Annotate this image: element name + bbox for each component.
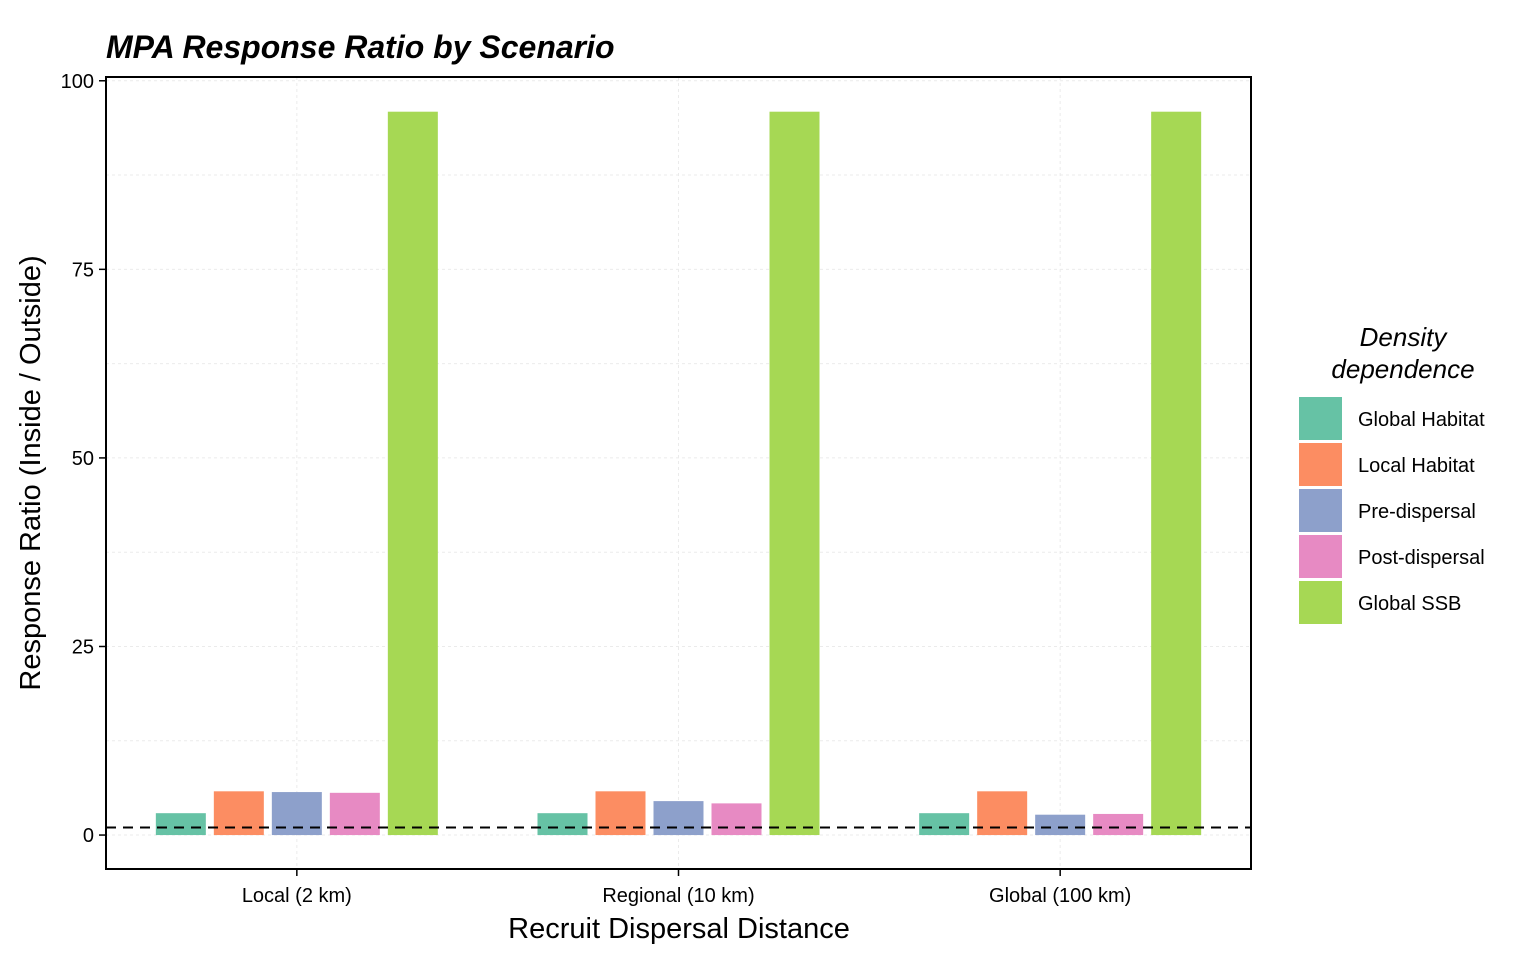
- bar-local-habitat: [213, 791, 264, 836]
- legend-swatch: [1299, 489, 1342, 532]
- legend: Density dependence Global Habitat Local H…: [1299, 322, 1485, 624]
- grid: [106, 77, 1251, 869]
- bar-global-habitat: [919, 813, 970, 836]
- y-tick-label: 100: [61, 71, 94, 93]
- legend-label: Local Habitat: [1358, 455, 1475, 477]
- bar-global-ssb: [769, 111, 820, 836]
- legend-label: Global SSB: [1358, 593, 1461, 615]
- bar-global-habitat: [537, 813, 588, 836]
- legend-title: Density: [1360, 322, 1449, 352]
- bar-pre-dispersal: [653, 801, 704, 836]
- legend-swatch: [1299, 443, 1342, 486]
- bar-post-dispersal: [1093, 813, 1144, 836]
- x-axis: Local (2 km) Regional (10 km) Global (100 …: [242, 869, 1131, 907]
- y-tick-label: 25: [72, 636, 94, 658]
- x-tick-label: Global (100 km): [989, 885, 1131, 907]
- bar-pre-dispersal: [271, 792, 322, 836]
- bar-global-ssb: [387, 111, 438, 836]
- legend-label: Pre-dispersal: [1358, 501, 1476, 523]
- bar-global-habitat: [155, 813, 206, 836]
- legend-title-line2: dependence: [1331, 354, 1474, 384]
- legend-swatch: [1299, 535, 1342, 578]
- bar-global-ssb: [1151, 111, 1202, 836]
- y-tick-label: 50: [72, 448, 94, 470]
- x-tick-label: Local (2 km): [242, 885, 352, 907]
- bar-post-dispersal: [711, 803, 762, 836]
- bar-pre-dispersal: [1035, 814, 1086, 836]
- y-axis-label: Response Ratio (Inside / Outside): [15, 255, 47, 690]
- bar-post-dispersal: [329, 792, 380, 836]
- legend-label: Post-dispersal: [1358, 547, 1485, 569]
- chart-title: MPA Response Ratio by Scenario: [106, 29, 615, 65]
- x-axis-label: Recruit Dispersal Distance: [508, 913, 850, 945]
- legend-swatch: [1299, 581, 1342, 624]
- legend-swatch: [1299, 397, 1342, 440]
- legend-label: Global Habitat: [1358, 409, 1485, 431]
- bars: [155, 111, 1202, 836]
- bar-local-habitat: [977, 791, 1028, 836]
- x-tick-label: Regional (10 km): [602, 885, 754, 907]
- y-axis: 0 25 50 75 100: [61, 71, 106, 847]
- y-tick-label: 0: [83, 825, 94, 847]
- y-tick-label: 75: [72, 259, 94, 281]
